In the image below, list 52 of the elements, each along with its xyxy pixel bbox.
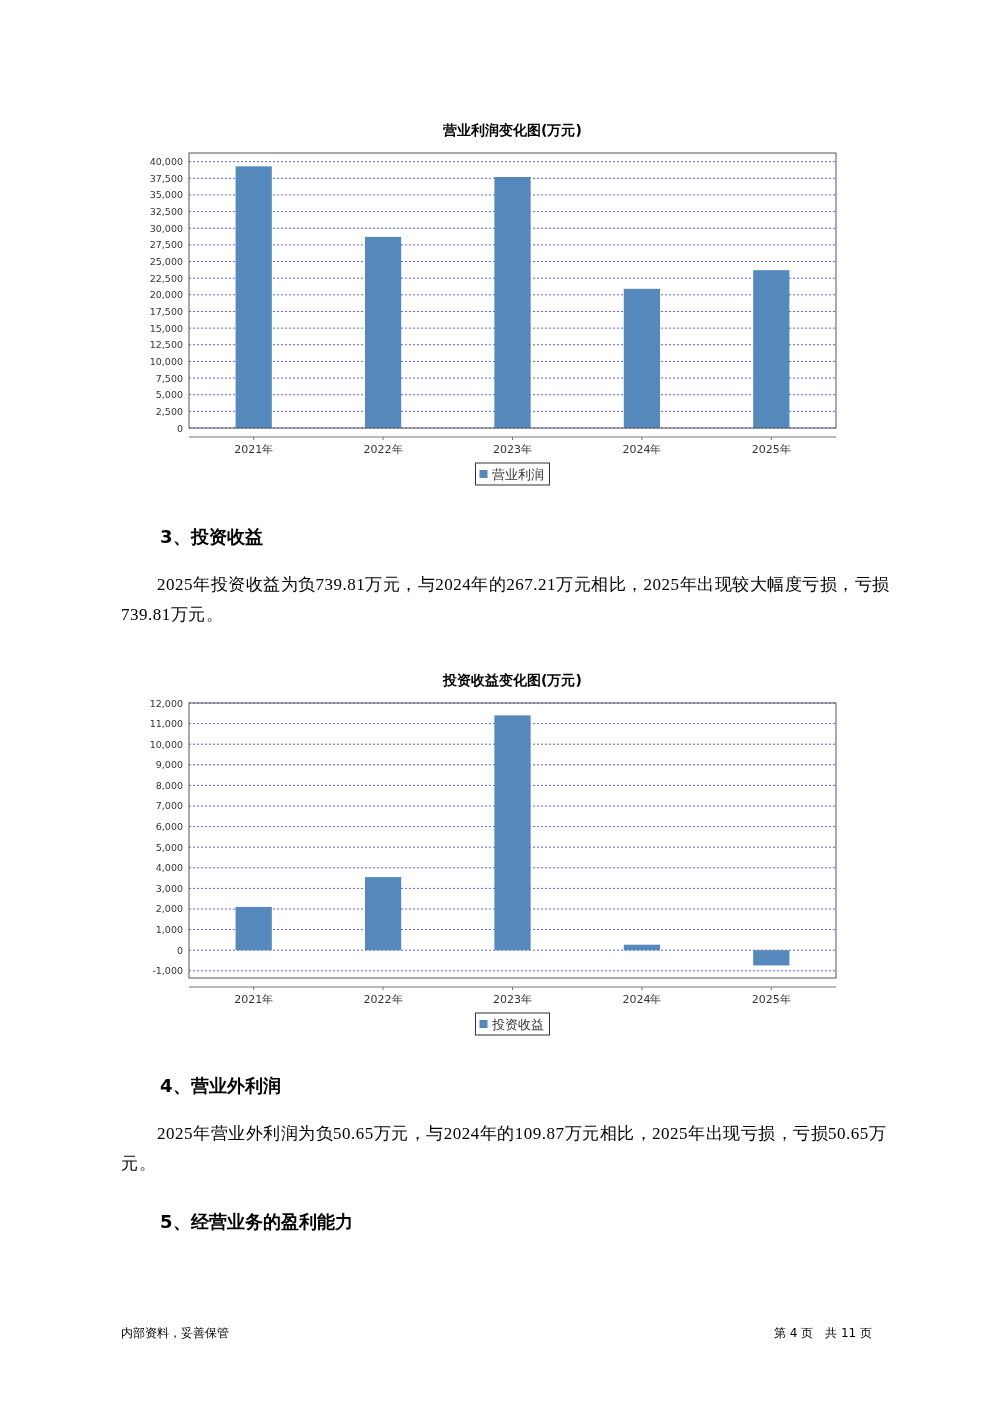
- y-tick-label: 10,000: [149, 355, 183, 367]
- x-tick-label: 2025年: [751, 443, 791, 456]
- y-tick-label: 0: [176, 422, 183, 434]
- x-tick-label: 2024年: [622, 993, 662, 1006]
- y-tick-label: 0: [176, 944, 183, 956]
- y-tick-label: 1,000: [155, 924, 183, 936]
- chart-title: 营业利润变化图(万元): [442, 122, 582, 138]
- y-tick-label: 8,000: [155, 779, 183, 791]
- x-tick-label: 2022年: [363, 993, 403, 1006]
- y-tick-label: 9,000: [155, 759, 183, 771]
- text: 2025年营业外利润为负50.65万元，与2024年的109.87万元相比，2025年出现亏损，亏损50.65万元。: [121, 1123, 888, 1175]
- y-tick-label: 15,000: [149, 322, 183, 334]
- y-tick-label: 7,000: [155, 800, 183, 812]
- y-tick-label: 17,500: [149, 305, 183, 317]
- x-tick-label: 2023年: [493, 443, 532, 456]
- text: 第 4 页 共 11 页: [772, 1325, 872, 1342]
- y-tick-label: 22,500: [149, 272, 183, 284]
- y-tick-label: 35,000: [149, 189, 183, 201]
- legend-label: 营业利润: [491, 467, 544, 482]
- y-tick-label: 37,500: [149, 172, 183, 184]
- x-tick-label: 2022年: [363, 443, 403, 456]
- x-tick-label: 2021年: [234, 443, 274, 456]
- chart-title: 投资收益变化图(万元): [442, 672, 582, 688]
- text: 内部资料，妥善保管: [121, 1325, 230, 1342]
- y-tick-label: 11,000: [149, 718, 183, 730]
- x-tick-label: 2024年: [622, 443, 662, 456]
- x-tick-label: 2021年: [234, 993, 274, 1006]
- y-tick-label: 5,000: [155, 841, 183, 853]
- y-tick-label: 3,000: [155, 882, 183, 894]
- y-tick-label: 5,000: [155, 389, 183, 401]
- x-tick-label: 2023年: [493, 993, 532, 1006]
- y-tick-label: 30,000: [149, 222, 183, 234]
- y-tick-label: 10,000: [149, 738, 183, 750]
- x-tick-label: 2025年: [751, 993, 791, 1006]
- y-tick-label: 27,500: [149, 239, 183, 251]
- y-tick-label: 7,500: [155, 372, 183, 384]
- y-tick-label: 2,500: [155, 405, 183, 417]
- text: 2025年投资收益为负739.81万元，与2024年的267.21万元相比，2025年出现较大幅度亏损，亏损739.81万元。: [121, 574, 891, 626]
- y-tick-label: 20,000: [149, 289, 183, 301]
- y-tick-label: 4,000: [155, 862, 183, 874]
- text: 5、经营业务的盈利能力: [160, 1210, 354, 1234]
- y-tick-label: 32,500: [149, 206, 183, 218]
- y-tick-label: 2,000: [155, 903, 183, 915]
- text: 3、投资收益: [160, 525, 264, 549]
- y-tick-label: 12,000: [149, 697, 183, 709]
- legend-label: 投资收益: [490, 1017, 544, 1032]
- y-tick-label: 12,500: [149, 339, 183, 351]
- text: 4、营业外利润: [160, 1074, 282, 1098]
- y-tick-label: -1,000: [152, 965, 183, 977]
- y-tick-label: 6,000: [155, 821, 183, 833]
- y-tick-label: 40,000: [149, 156, 183, 168]
- y-tick-label: 25,000: [149, 256, 183, 268]
